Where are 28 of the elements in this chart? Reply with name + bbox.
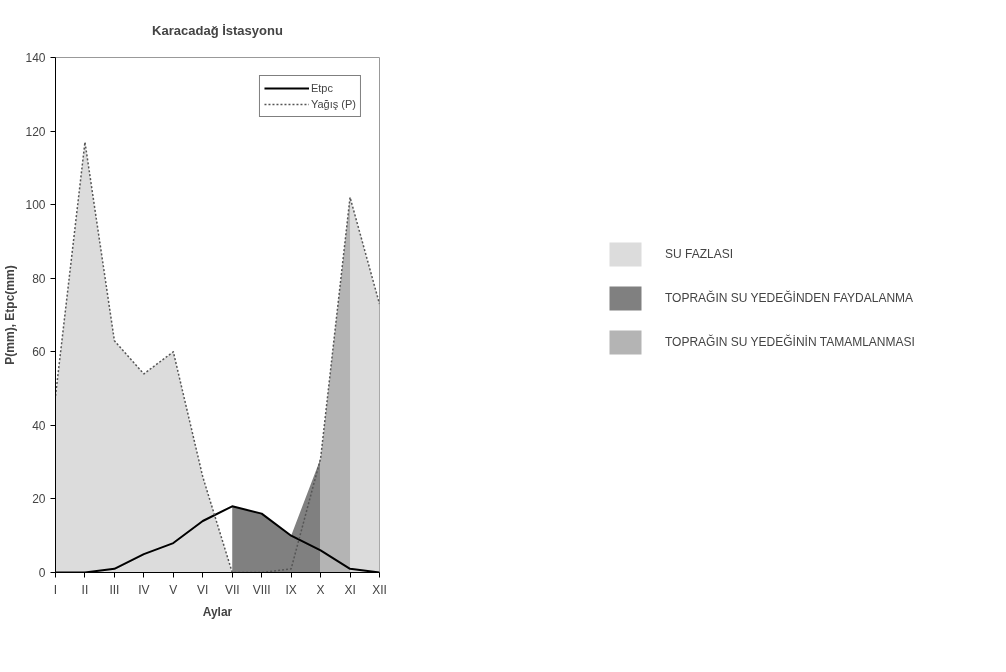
x-tick-label: V [169, 582, 178, 597]
legend-label: Yağış (P) [310, 97, 356, 111]
y-tick-label: 20 [32, 492, 46, 507]
x-tick-label: IX [285, 582, 297, 597]
legend-label: SU FAZLASI [665, 247, 734, 261]
y-tick-label: 140 [25, 51, 46, 65]
x-tick-label: I [53, 582, 58, 597]
x-tick-label: XI [344, 582, 356, 597]
x-tick-label: XII [372, 582, 387, 597]
x-axis-title: Aylar [202, 604, 233, 619]
y-tick-label: 120 [25, 124, 46, 139]
x-tick-label: VII [224, 582, 240, 597]
y-tick-label: 0 [38, 566, 46, 580]
y-tick-label: 40 [32, 418, 46, 433]
x-tick-label: X [316, 582, 325, 597]
x-tick-label: IV [138, 582, 150, 597]
y-axis-title: P(mm), Etpc(mm) [3, 265, 18, 365]
x-tick-label: III [109, 582, 120, 597]
y-tick-label: 80 [32, 271, 46, 286]
y-tick-label: 60 [32, 345, 46, 360]
y-tick-label: 100 [25, 198, 46, 213]
legend-label: Etpc [310, 81, 333, 95]
legend-label: TOPRAĞIN SU YEDEĞİNİN TAMAMLANMASI [665, 335, 915, 349]
legend-label: TOPRAĞIN SU YEDEĞİNDEN FAYDALANMA [665, 291, 914, 305]
x-tick-label: VIII [252, 582, 271, 597]
x-tick-label: VI [197, 582, 209, 597]
chart-title: Karacadağ İstasyonu [152, 22, 283, 38]
x-tick-label: II [81, 582, 89, 597]
